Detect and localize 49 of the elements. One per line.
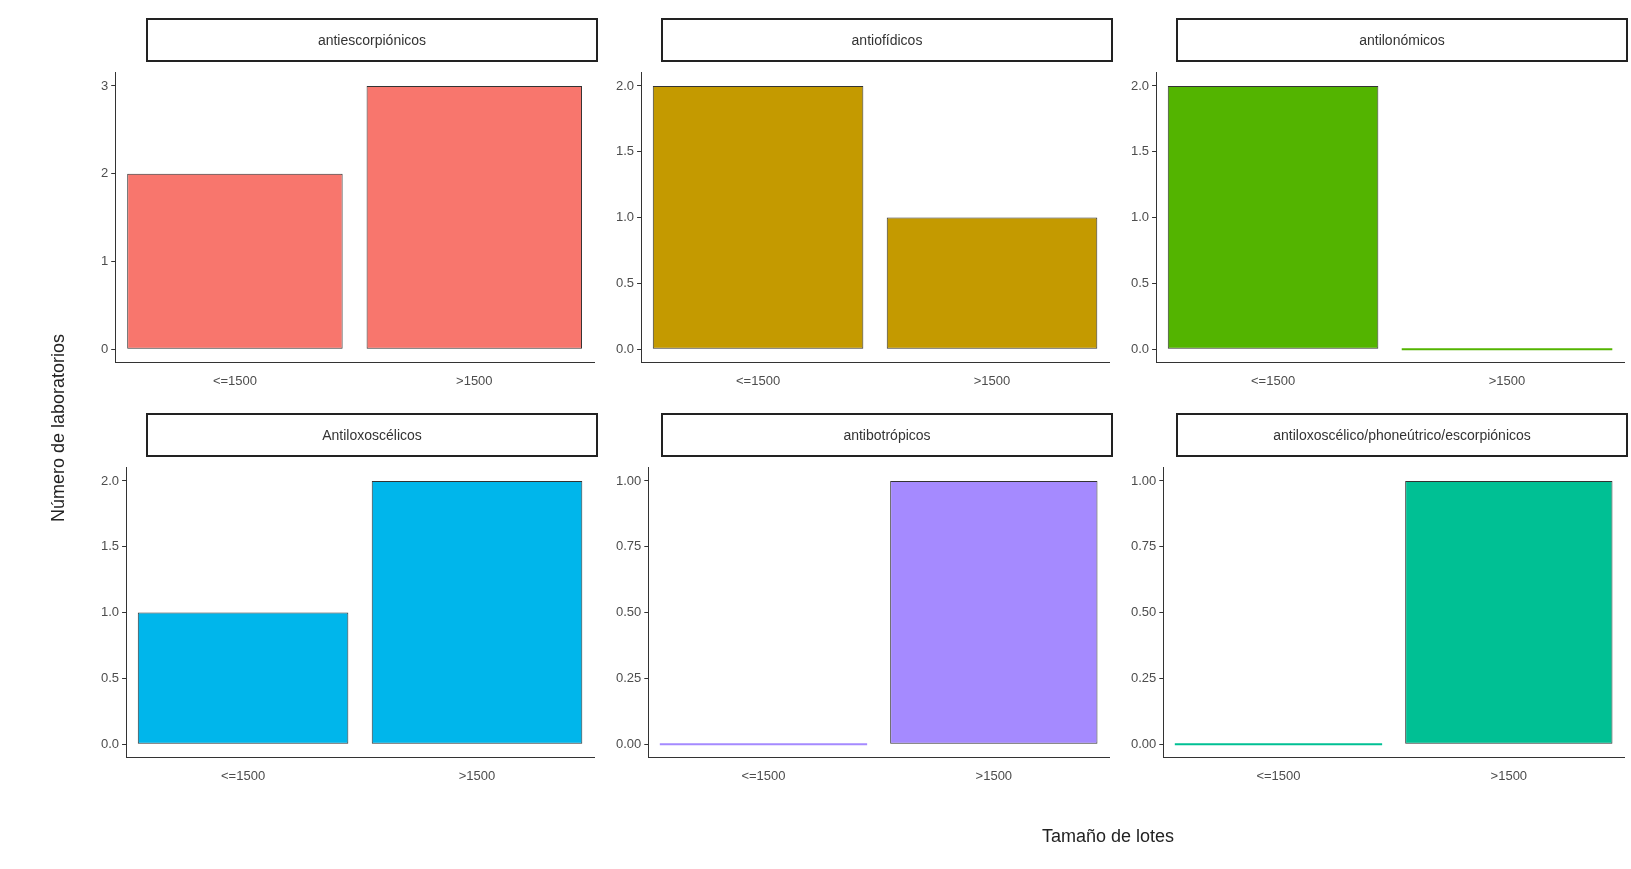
y-tick-label: 0.5: [100, 670, 120, 685]
y-tick-label: 1.0: [100, 604, 120, 620]
y-tick-label: 1.5: [100, 538, 120, 554]
x-tick-label: <=1500: [1256, 767, 1301, 783]
y-tick-label: 0.25: [1130, 670, 1157, 685]
y-tick-label: 0: [101, 340, 109, 356]
y-tick-label: 2.0: [615, 77, 635, 93]
chart-title: antiloxoscélico/phoneútrico/escorpiónicos: [1176, 413, 1628, 457]
y-tick-label: 1.5: [1130, 143, 1150, 159]
y-tick-label: 1: [101, 253, 109, 269]
y-tick-label: 3: [101, 77, 109, 93]
y-tick-label: 2.0: [1130, 77, 1150, 93]
chart-title: antibotrópicos: [661, 413, 1113, 457]
chart-title: Antiloxoscélicos: [146, 413, 598, 457]
chart-title: antiescorpiónicos: [146, 18, 598, 62]
y-axis-title: Número de laboratorios: [47, 333, 69, 523]
y-tick-label: 1.0: [615, 209, 635, 225]
y-tick-label: 0.50: [615, 604, 642, 620]
y-tick-label: 0.75: [615, 538, 642, 554]
x-tick-label: <=1500: [736, 372, 781, 388]
y-tick-label: 1.00: [1130, 472, 1157, 488]
y-tick-label: 1.00: [615, 472, 642, 488]
x-axis-title: Tamaño de lotes: [1041, 826, 1175, 847]
chart-title: antiofídicos: [661, 18, 1113, 62]
y-tick-label: 0.75: [1130, 538, 1157, 554]
y-tick-label: 0.0: [100, 735, 120, 751]
x-tick-label: >1500: [456, 372, 493, 388]
x-tick-label: <=1500: [741, 767, 786, 783]
y-tick-label: 0.00: [615, 735, 642, 751]
chart-title: antilonómicos: [1176, 18, 1628, 62]
x-tick-label: >1500: [973, 372, 1011, 388]
y-tick-label: 0.50: [1130, 604, 1157, 620]
x-tick-label: <=1500: [1251, 372, 1296, 388]
x-tick-label: <=1500: [221, 767, 266, 783]
y-tick-label: 1.0: [1130, 209, 1150, 225]
x-tick-label: >1500: [458, 767, 496, 783]
x-tick-label: >1500: [1490, 767, 1528, 783]
y-tick-label: 0.00: [1130, 735, 1157, 751]
y-tick-label: 2.0: [100, 472, 120, 488]
y-tick-label: 0.0: [615, 340, 635, 356]
x-tick-label: >1500: [975, 767, 1013, 783]
x-tick-label: >1500: [1488, 372, 1526, 388]
y-tick-label: 1.5: [615, 143, 635, 159]
y-tick-label: 0.5: [1130, 275, 1150, 290]
x-tick-label: <=1500: [212, 372, 257, 388]
y-tick-label: 0.0: [1130, 340, 1150, 356]
y-tick-label: 0.25: [615, 670, 642, 685]
y-tick-label: 2: [101, 165, 109, 181]
y-tick-label: 0.5: [615, 275, 635, 290]
